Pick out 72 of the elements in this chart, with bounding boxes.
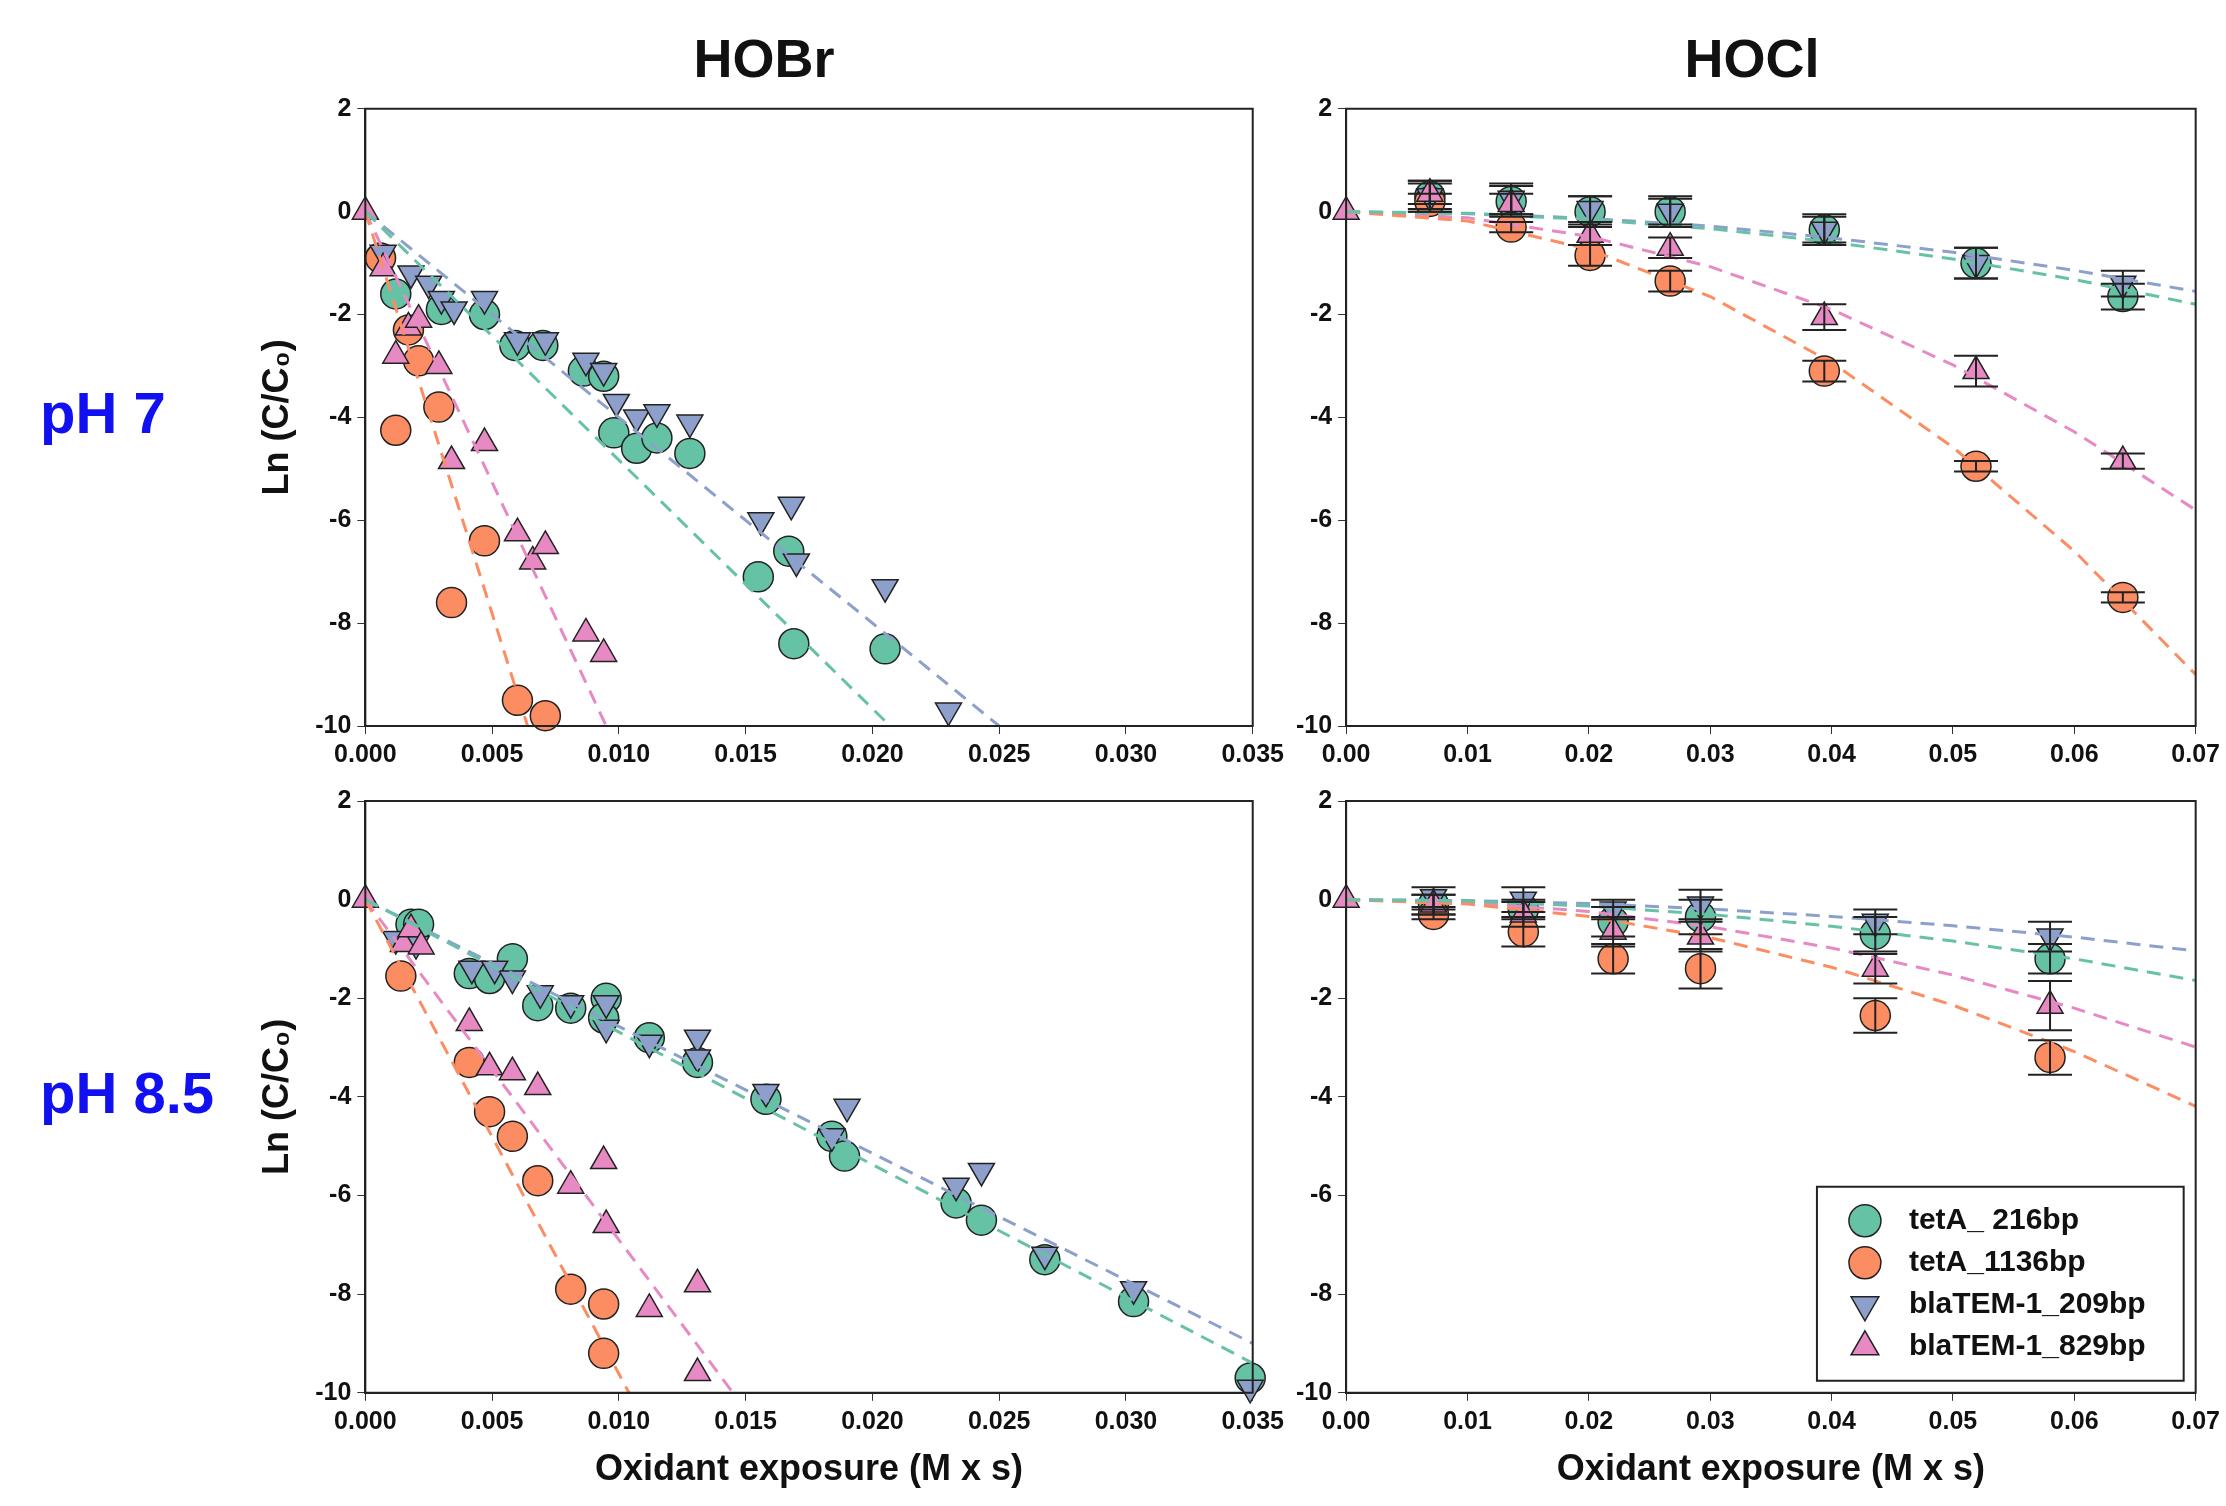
legend-label: blaTEM-1_829bp [1908, 1328, 2146, 1362]
y-tick-label: -6 [1309, 1179, 1333, 1208]
legend-label: tetA_ 216bp [1908, 1202, 2079, 1236]
y-tick-label: -6 [1309, 504, 1333, 533]
y-tick-label: -4 [329, 1080, 352, 1109]
x-tick-label: 0.01 [1443, 1405, 1492, 1434]
chart-title: HOBr [693, 28, 835, 89]
y-tick-label: -2 [329, 982, 352, 1011]
x-tick-label: 0.07 [2171, 738, 2221, 767]
x-tick-label: 0.05 [1928, 738, 1978, 767]
y-tick-label: -4 [1309, 1080, 1333, 1109]
x-tick-label: 0.035 [1221, 738, 1285, 767]
x-tick-label: 0.020 [841, 738, 904, 767]
x-axis-title: Oxidant exposure (M x s) [594, 1447, 1024, 1489]
x-tick-label: 0.035 [1221, 1405, 1285, 1434]
x-tick-label: 0.05 [1928, 1405, 1978, 1434]
x-tick-label: 0.06 [2049, 1405, 2099, 1434]
y-tick-label: -8 [1309, 607, 1333, 636]
legend-label: tetA_1136bp [1908, 1244, 2086, 1278]
y-tick-label: -6 [329, 1179, 352, 1208]
y-tick-label: -8 [329, 1278, 352, 1307]
y-axis-title: Ln (C/C₀) [254, 339, 296, 496]
y-tick-label: -10 [315, 709, 352, 738]
x-tick-label: 0.00 [1321, 1405, 1371, 1434]
x-tick-label: 0.02 [1564, 1405, 1614, 1434]
x-tick-label: 0.03 [1685, 738, 1735, 767]
x-tick-label: 0.015 [714, 738, 778, 767]
x-tick-label: 0.03 [1685, 1405, 1735, 1434]
y-tick-label: -10 [315, 1376, 352, 1405]
y-tick-label: -2 [329, 298, 352, 327]
y-tick-label: -4 [329, 401, 352, 430]
y-tick-label: 2 [337, 784, 352, 813]
y-tick-label: 2 [337, 92, 352, 121]
x-tick-label: 0.005 [460, 738, 524, 767]
y-tick-label: 2 [1318, 784, 1333, 813]
x-tick-label: 0.030 [1094, 1405, 1158, 1434]
text: pH 7 [40, 380, 166, 446]
x-axis-title: Oxidant exposure (M x s) [1556, 1447, 1985, 1489]
x-tick-label: 0.020 [841, 1405, 904, 1434]
x-tick-label: 0.01 [1443, 738, 1492, 767]
y-tick-label: -8 [329, 607, 352, 636]
x-tick-label: 0.06 [2049, 738, 2099, 767]
y-tick-label: -10 [1295, 709, 1333, 738]
x-tick-label: 0.000 [334, 738, 397, 767]
y-tick-label: -6 [329, 504, 352, 533]
x-tick-label: 0.025 [967, 738, 1031, 767]
y-tick-label: -10 [1295, 1376, 1333, 1405]
y-tick-label: 0 [337, 883, 352, 912]
x-tick-label: 0.07 [2171, 1405, 2221, 1434]
y-tick-label: 0 [1318, 195, 1333, 224]
x-tick-label: 0.010 [587, 1405, 651, 1434]
x-tick-label: 0.015 [714, 1405, 778, 1434]
x-tick-label: 0.030 [1094, 738, 1158, 767]
y-tick-label: -4 [1309, 401, 1333, 430]
x-tick-label: 0.000 [334, 1405, 397, 1434]
chart-title: HOCl [1684, 28, 1820, 89]
x-tick-label: 0.025 [967, 1405, 1031, 1434]
x-tick-label: 0.04 [1807, 1405, 1856, 1434]
y-tick-label: 2 [1318, 92, 1333, 121]
y-tick-label: 0 [337, 195, 352, 224]
y-axis-title: Ln (C/C₀) [254, 1018, 296, 1175]
text: pH 8.5 [40, 1059, 215, 1125]
x-tick-label: 0.04 [1807, 738, 1856, 767]
x-tick-label: 0.02 [1564, 738, 1614, 767]
y-tick-label: 0 [1318, 883, 1333, 912]
legend-label: blaTEM-1_209bp [1908, 1286, 2146, 1320]
y-tick-label: -2 [1309, 298, 1333, 327]
x-tick-label: 0.005 [460, 1405, 524, 1434]
x-tick-label: 0.00 [1321, 738, 1371, 767]
y-tick-label: -2 [1309, 982, 1333, 1011]
y-tick-label: -8 [1309, 1278, 1333, 1307]
x-tick-label: 0.010 [587, 738, 651, 767]
